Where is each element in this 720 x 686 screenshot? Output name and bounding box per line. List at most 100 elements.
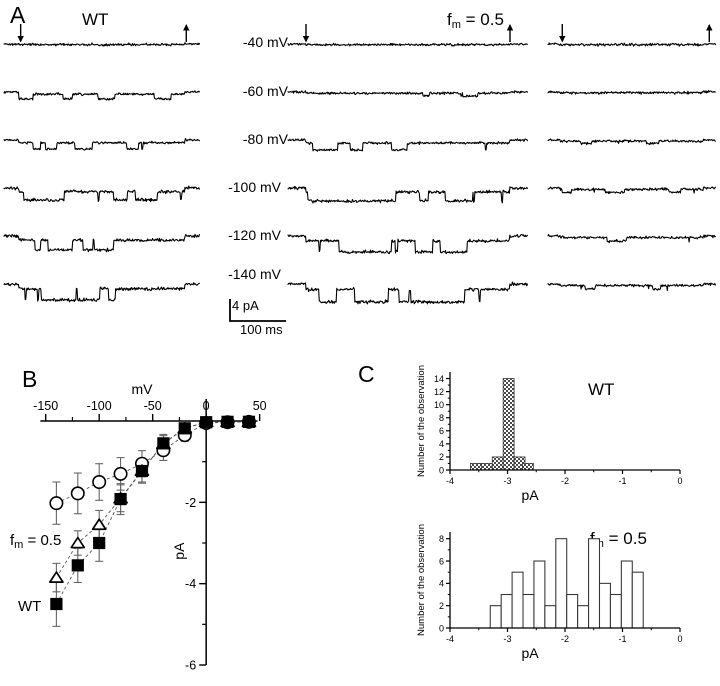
- histogram-bar: [544, 605, 557, 629]
- panel-c-bottom-histogram: -4 -3 -2 -1 0 pA 0 2 4 6 8 Number of the observatio…: [416, 524, 683, 661]
- panel-c-top-histogram: -4 -3 -2 -1 0 pA 0 2 4 6 8 10 12 14 Number of the obse…: [416, 365, 683, 503]
- trace-line: [3, 42, 200, 47]
- voltage-label-40: -40 mV: [242, 34, 288, 50]
- trace-line: [3, 137, 200, 151]
- histogram-x-axis-title: pA: [521, 487, 539, 503]
- histogram-x-tick-label: -3: [503, 634, 511, 644]
- trace-line: [547, 233, 716, 244]
- histogram-bar: [511, 571, 524, 629]
- trace-line: [287, 233, 528, 255]
- data-point-filled-square: [221, 415, 234, 428]
- trace-line: [3, 185, 200, 203]
- histogram-x-tick-label: -3: [503, 476, 511, 486]
- trace-line: [287, 185, 528, 204]
- histogram-y-tick-label: 6: [439, 426, 444, 436]
- histogram-bar: [620, 560, 633, 629]
- panel-a-wt-label: WT: [82, 10, 109, 29]
- histogram-bar: [480, 463, 493, 471]
- panel-b-x-tick-label: -150: [33, 399, 58, 413]
- panel-b-y-tick-label: -2: [185, 496, 196, 510]
- histogram-x-tick-label: -4: [446, 476, 454, 486]
- panel-b-fm-sub: m: [14, 539, 24, 551]
- voltage-label-100: -100 mV: [228, 179, 281, 195]
- trace-line: [547, 282, 716, 292]
- histogram-bar: [588, 538, 601, 629]
- histogram-y-tick-label: 10: [434, 400, 444, 410]
- data-point-open-circle: [113, 466, 128, 481]
- voltage-label-140: -140 mV: [228, 266, 281, 282]
- histogram-y-tick-label: 8: [439, 413, 444, 423]
- voltage-label-60: -60 mV: [242, 83, 288, 99]
- histogram-x-tick-label: -1: [618, 634, 626, 644]
- data-point-filled-square: [200, 416, 213, 429]
- data-point-open-circle: [49, 496, 64, 511]
- histogram-y-tick-label: 2: [439, 601, 444, 611]
- histogram-bar: [598, 582, 611, 629]
- data-point-open-triangle: [91, 518, 107, 531]
- histogram-y-tick-label: 0: [439, 465, 444, 475]
- histogram-y-axis-title: Number of the observation: [416, 365, 427, 477]
- histogram-y-tick-label: 12: [434, 387, 444, 397]
- series-connector: [56, 421, 249, 578]
- histogram-y-tick-label: 6: [439, 556, 444, 566]
- data-point-filled-square: [93, 536, 106, 550]
- trace-line: [287, 90, 528, 98]
- histogram-bar: [533, 560, 546, 629]
- histogram-x-tick-label: -4: [446, 634, 454, 644]
- panel-b-y-axis-title: pA: [171, 542, 187, 560]
- data-point-filled-square: [71, 559, 84, 572]
- series-connector: [56, 421, 249, 605]
- panel-a-fm-prefix: f: [447, 10, 452, 29]
- trace-line: [3, 233, 200, 253]
- panel-b-y-tick-label: -6: [185, 659, 196, 673]
- histogram-x-tick-label: -2: [561, 476, 569, 486]
- histogram-bar: [489, 605, 502, 629]
- data-point-filled-square: [50, 597, 63, 611]
- histogram-x-tick-label: -2: [561, 634, 569, 644]
- trace-line: [547, 138, 716, 146]
- histogram-bar: [577, 605, 590, 629]
- data-point-open-triangle: [49, 571, 64, 583]
- trace-line: [287, 42, 528, 47]
- panel-b-wt-label: WT: [18, 598, 42, 615]
- histogram-bar: [522, 593, 535, 629]
- histogram-bar: [500, 593, 513, 629]
- data-point-open-circle: [92, 475, 107, 490]
- histogram-bar: [522, 463, 534, 471]
- data-point-filled-square: [178, 422, 191, 435]
- histogram-y-tick-label: 14: [434, 374, 444, 384]
- trace-line: [287, 281, 528, 305]
- histogram-x-tick-label: -1: [618, 476, 626, 486]
- scalebar-current-label: 4 pA: [232, 298, 259, 313]
- histogram-bar: [491, 456, 504, 471]
- panel-a-letter: A: [10, 2, 26, 28]
- trace-line: [287, 138, 528, 152]
- trace-line: [547, 186, 716, 195]
- histogram-y-tick-label: 8: [439, 534, 444, 544]
- panel-c-letter: C: [358, 361, 375, 387]
- series-connector: [56, 421, 250, 504]
- histogram-x-axis-title: pA: [521, 645, 539, 661]
- panel-b-x-tick-label: -50: [144, 399, 162, 413]
- histogram-bar: [555, 538, 568, 629]
- histogram-x-tick-label: 0: [677, 476, 682, 486]
- panel-a-fm-tail: = 0.5: [460, 10, 504, 29]
- data-point-filled-square: [135, 464, 149, 478]
- trace-line: [3, 282, 200, 303]
- data-point-open-triangle: [70, 536, 86, 549]
- histogram-y-tick-label: 4: [439, 579, 444, 589]
- data-point-filled-square: [114, 492, 127, 506]
- data-point-open-circle: [70, 486, 85, 501]
- trace-line: [547, 42, 716, 47]
- panel-b-x-axis-title: mV: [131, 381, 153, 397]
- data-point-filled-square: [242, 415, 256, 428]
- panel-b-x-tick-label: -100: [87, 399, 112, 413]
- histogram-bar: [566, 593, 579, 629]
- panel-c-bottom-fm-tail: = 0.5: [603, 529, 647, 548]
- panel-a-traces: [3, 24, 716, 305]
- histogram-x-tick-label: 0: [677, 634, 682, 644]
- voltage-label-80: -80 mV: [242, 131, 288, 147]
- trace-line: [3, 90, 200, 101]
- panel-b-fm-label: fm = 0.5: [10, 532, 61, 551]
